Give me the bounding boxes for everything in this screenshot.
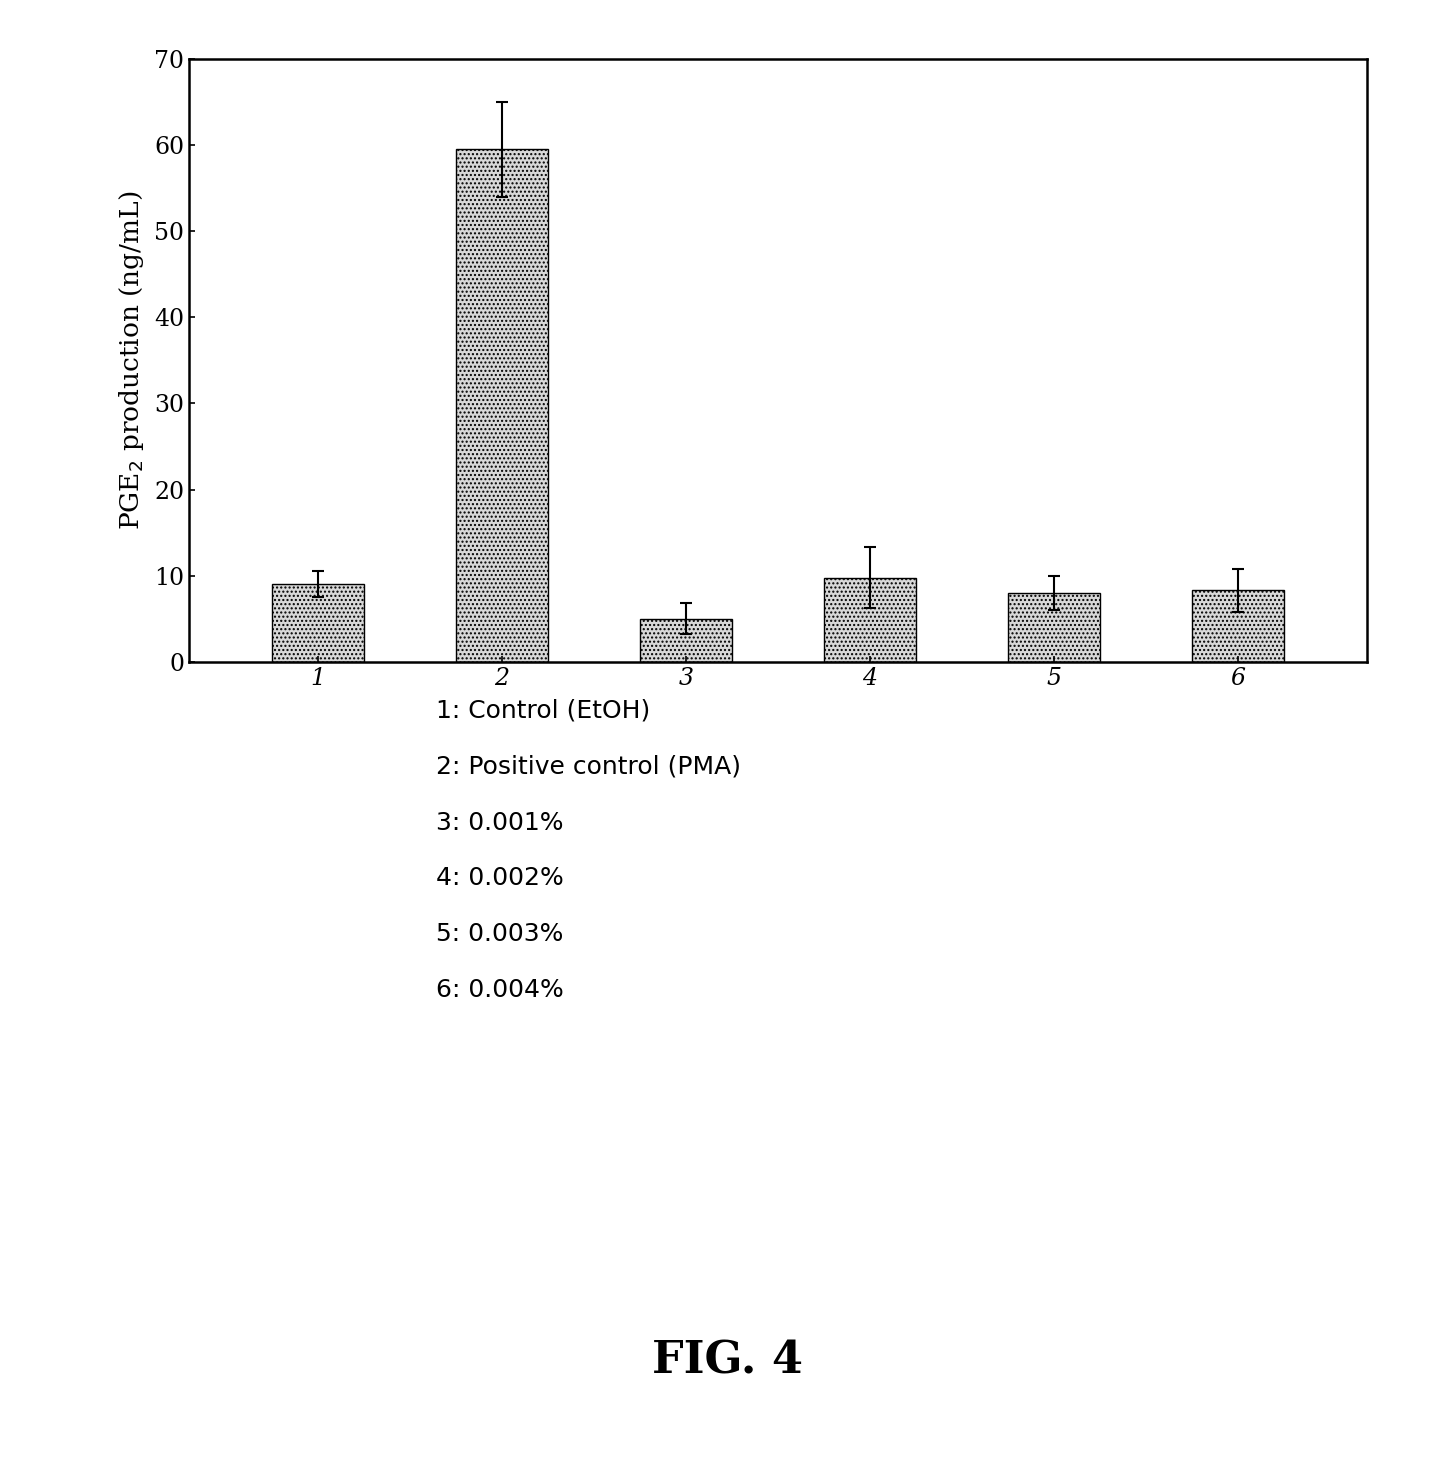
Bar — [1008, 593, 1099, 662]
Bar — [272, 584, 364, 662]
Bar — [824, 578, 916, 662]
Bar — [1192, 590, 1284, 662]
Text: 3: 0.001%: 3: 0.001% — [436, 811, 564, 834]
Text: 6: 0.004%: 6: 0.004% — [436, 978, 564, 1002]
Bar — [457, 150, 548, 662]
Bar — [640, 619, 731, 662]
Y-axis label: PGE$_2$ production (ng/mL): PGE$_2$ production (ng/mL) — [116, 191, 145, 530]
Text: 1: Control (EtOH): 1: Control (EtOH) — [436, 699, 650, 722]
Text: FIG. 4: FIG. 4 — [651, 1339, 803, 1383]
Text: 2: Positive control (PMA): 2: Positive control (PMA) — [436, 755, 742, 778]
Text: 5: 0.003%: 5: 0.003% — [436, 922, 564, 946]
Text: 4: 0.002%: 4: 0.002% — [436, 866, 564, 890]
